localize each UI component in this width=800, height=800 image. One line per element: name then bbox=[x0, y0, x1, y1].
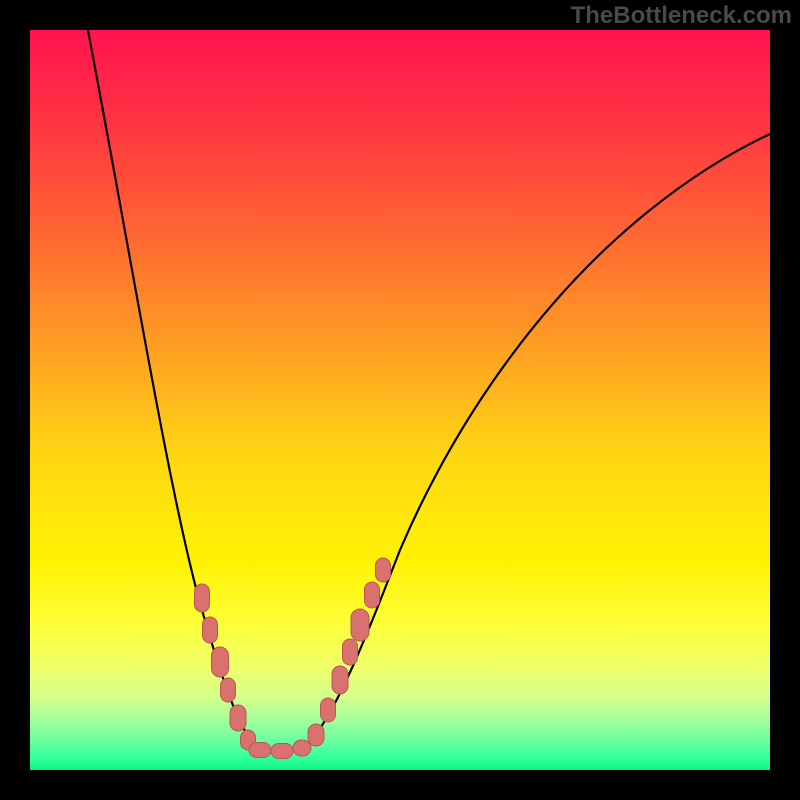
data-marker bbox=[221, 678, 236, 702]
data-marker bbox=[271, 744, 293, 759]
chart-outer-frame: TheBottleneck.com bbox=[0, 0, 800, 800]
bottleneck-chart bbox=[30, 30, 770, 770]
data-marker bbox=[343, 639, 358, 665]
data-marker bbox=[249, 743, 271, 758]
gradient-background bbox=[30, 30, 770, 770]
data-marker bbox=[308, 724, 324, 746]
data-marker bbox=[321, 698, 336, 722]
data-marker bbox=[351, 609, 369, 641]
data-marker bbox=[212, 647, 229, 677]
data-marker bbox=[203, 617, 218, 643]
data-marker bbox=[230, 705, 246, 731]
watermark-text: TheBottleneck.com bbox=[571, 2, 792, 30]
data-marker bbox=[365, 582, 380, 608]
data-marker bbox=[376, 558, 391, 582]
data-marker bbox=[332, 666, 348, 694]
data-marker bbox=[293, 740, 311, 756]
data-marker bbox=[195, 584, 210, 612]
